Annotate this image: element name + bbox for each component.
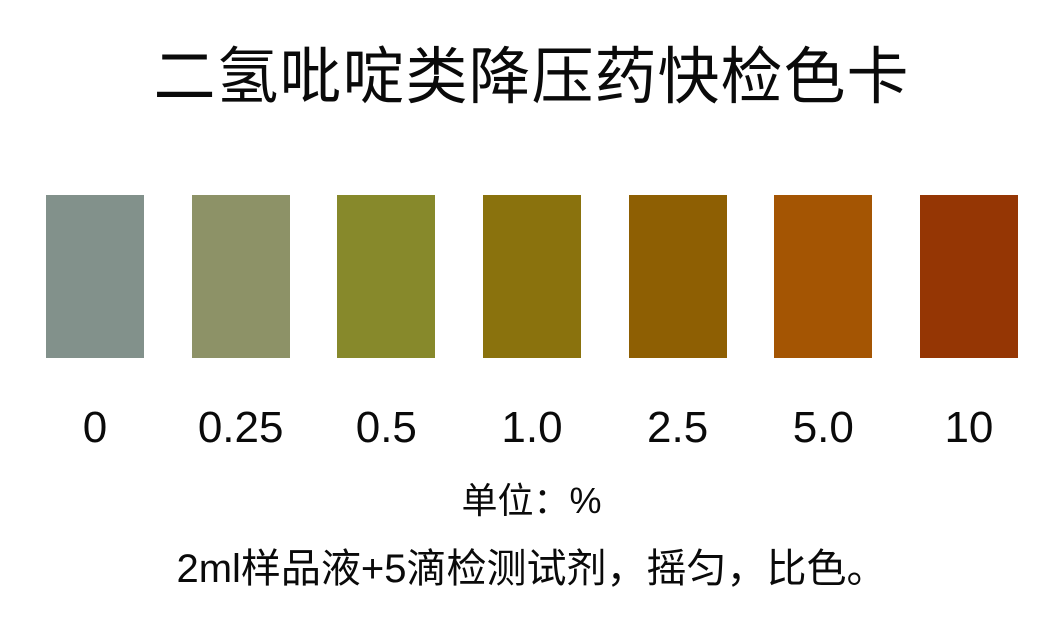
swatch-cell bbox=[774, 195, 873, 358]
page-title: 二氢吡啶类降压药快检色卡 bbox=[153, 43, 910, 112]
swatch-label: 1.0 bbox=[501, 403, 563, 452]
color-swatch bbox=[628, 195, 727, 358]
swatch-label: 5.0 bbox=[792, 403, 854, 452]
color-swatch bbox=[337, 195, 436, 358]
color-swatch bbox=[774, 195, 873, 358]
color-swatch bbox=[191, 195, 290, 358]
color-swatch bbox=[46, 195, 144, 358]
swatch-cell bbox=[919, 195, 1018, 358]
color-swatch bbox=[482, 195, 581, 358]
instruction-text: 2ml样品液+5滴检测试剂，摇匀，比色。 bbox=[176, 547, 887, 591]
color-swatch bbox=[919, 195, 1018, 358]
swatch-cell bbox=[628, 195, 727, 358]
color-swatch-row bbox=[46, 195, 1018, 358]
swatch-label: 0 bbox=[82, 403, 108, 452]
swatch-cell bbox=[46, 195, 144, 358]
concentration-label-row: 0 0.25 0.5 1.0 2.5 5.0 10 bbox=[46, 400, 1018, 456]
swatch-cell bbox=[191, 195, 290, 358]
unit-label: 单位：% bbox=[461, 480, 602, 521]
swatch-label: 0.25 bbox=[197, 403, 284, 452]
swatch-label: 10 bbox=[944, 403, 994, 452]
swatch-label: 0.5 bbox=[355, 403, 417, 452]
swatch-cell bbox=[337, 195, 436, 358]
swatch-cell bbox=[482, 195, 581, 358]
swatch-label: 2.5 bbox=[647, 403, 709, 452]
